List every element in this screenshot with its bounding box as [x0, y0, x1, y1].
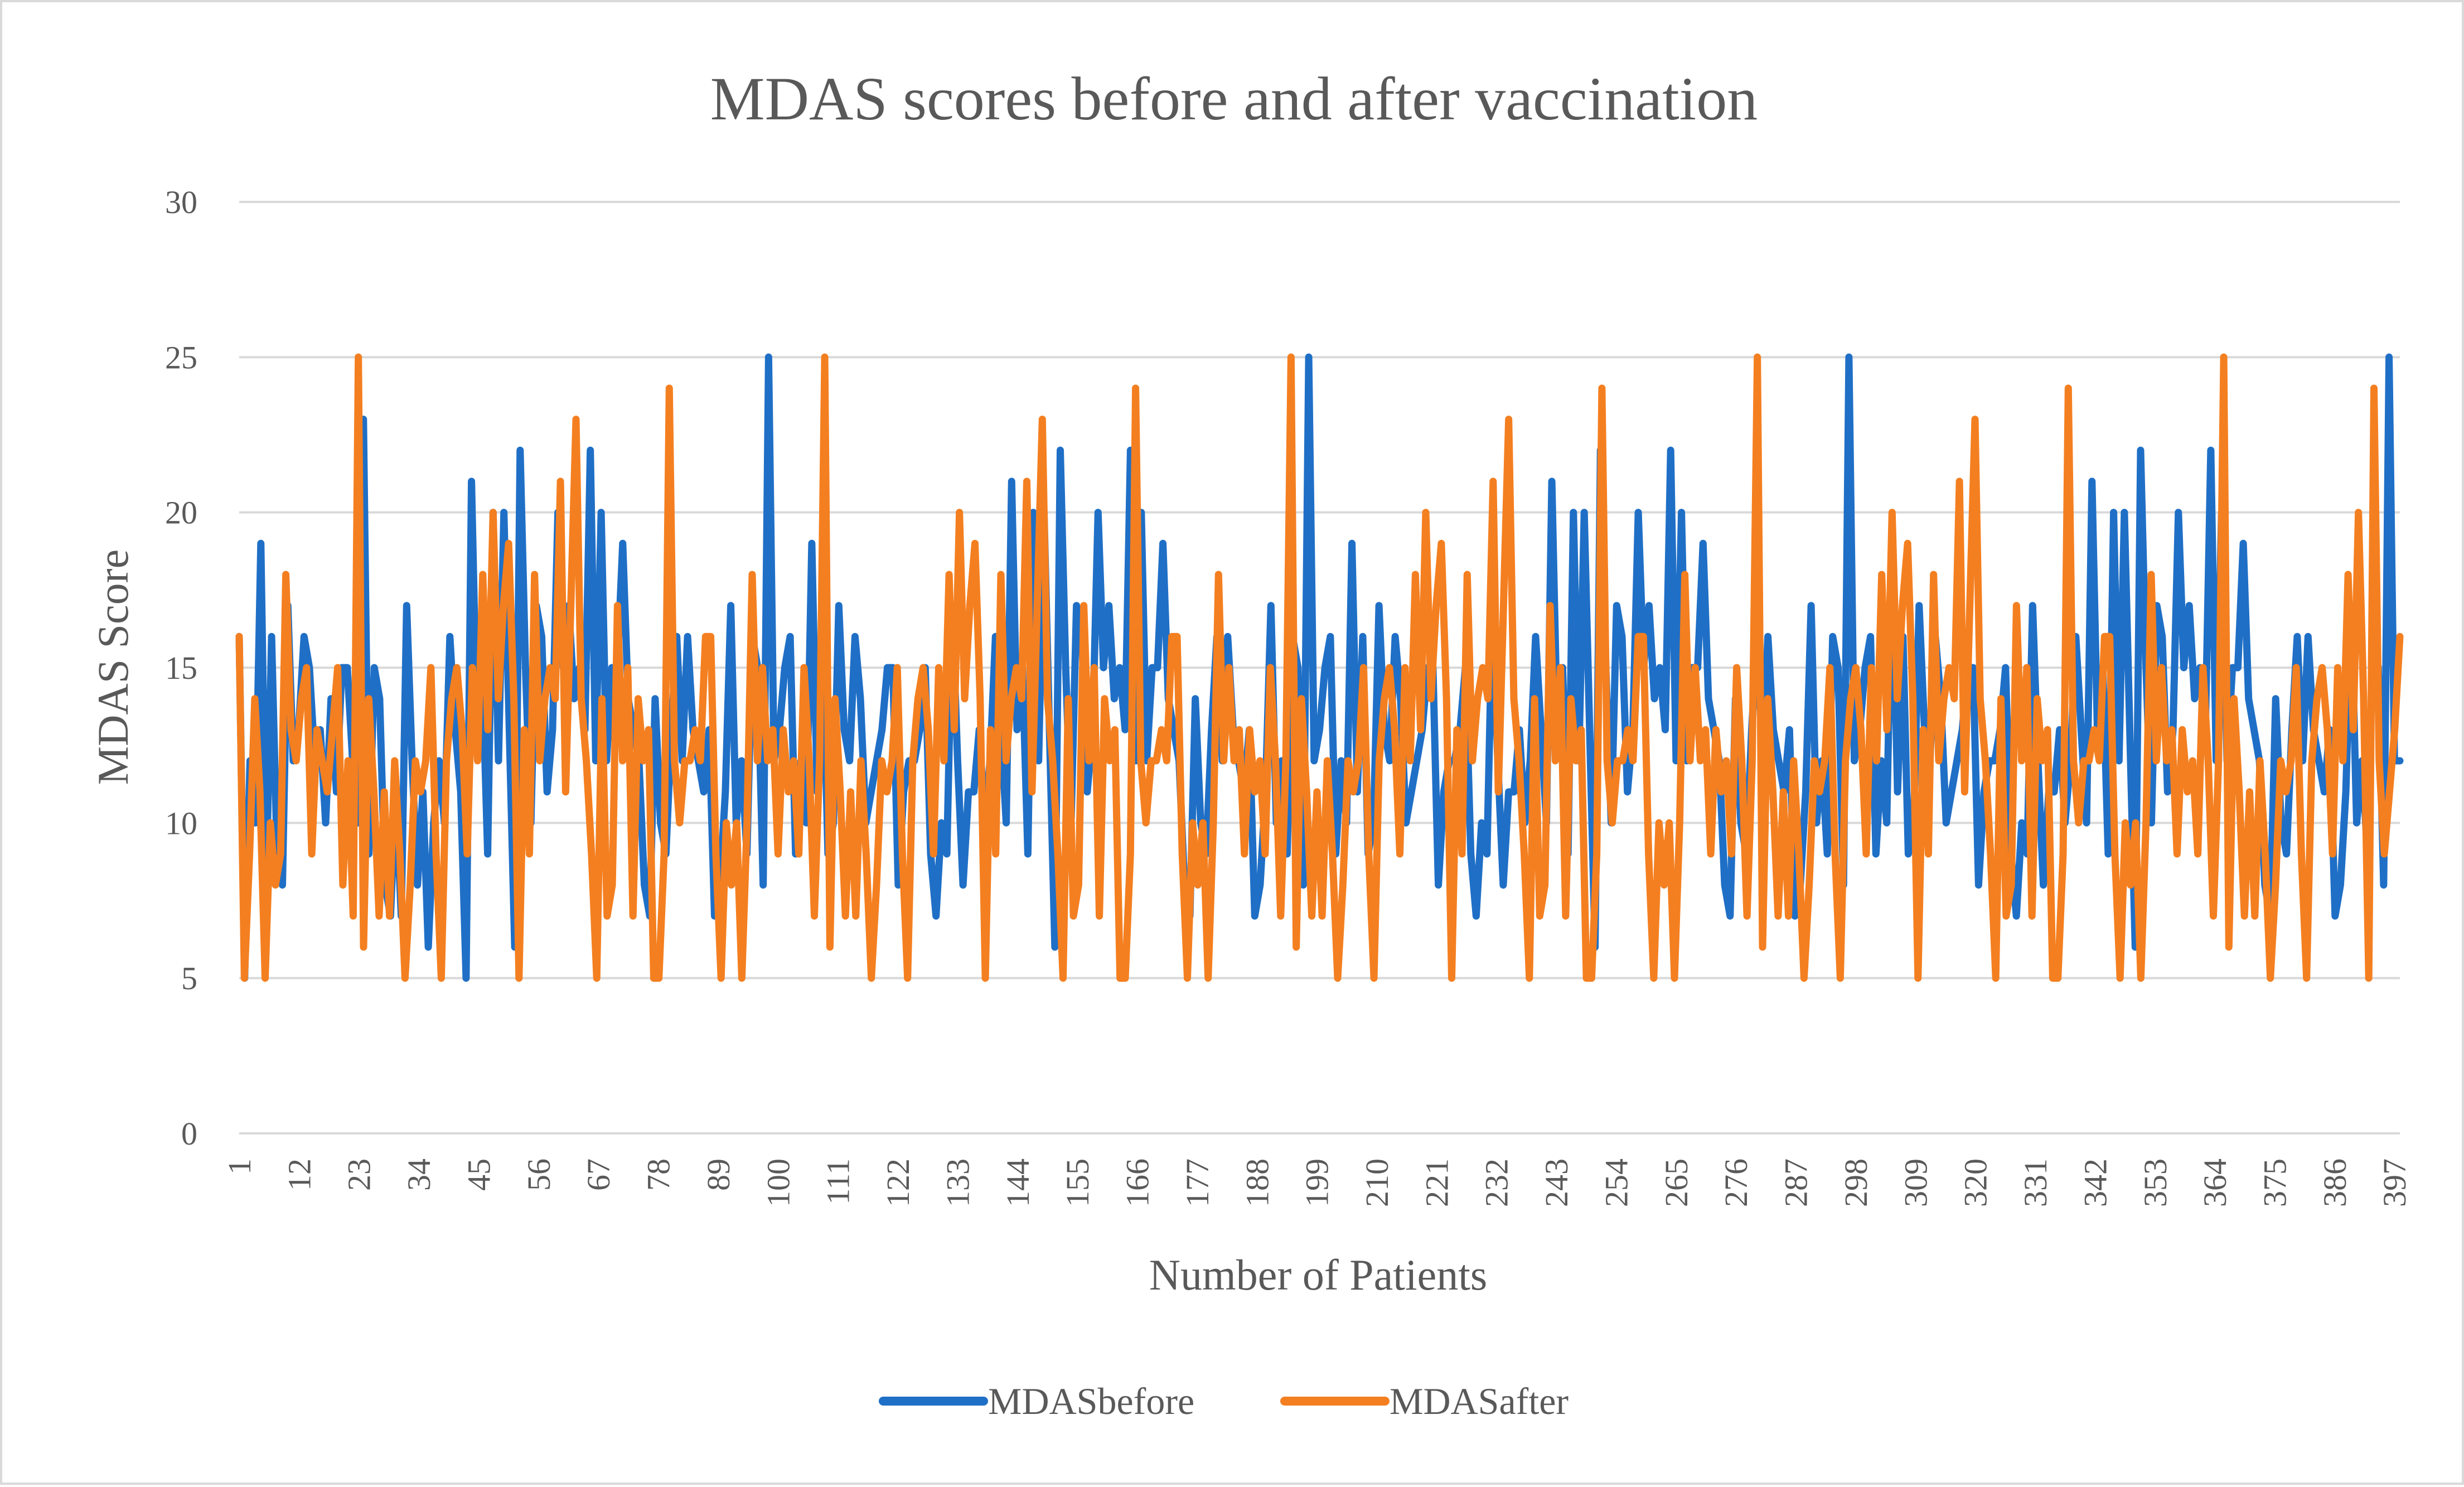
x-tick-label: 353 [2137, 1158, 2173, 1207]
legend: MDASbefore MDASafter [879, 1380, 1569, 1422]
x-tick-label: 177 [1179, 1158, 1216, 1207]
x-tick-label: 331 [2017, 1158, 2054, 1207]
x-tick-label: 243 [1538, 1158, 1575, 1207]
y-axis-ticks: 0 5 10 15 20 25 30 [165, 184, 197, 1152]
x-tick-label: 309 [1897, 1158, 1934, 1207]
x-tick-label: 133 [940, 1158, 976, 1207]
x-tick-label: 67 [580, 1158, 617, 1191]
x-tick-label: 276 [1718, 1158, 1754, 1207]
x-tick-label: 100 [760, 1158, 796, 1207]
x-tick-label: 364 [2197, 1158, 2233, 1207]
series-line-MDASafter [235, 353, 2404, 982]
x-tick-label: 375 [2257, 1158, 2293, 1207]
x-tick-label: 56 [521, 1158, 557, 1191]
x-tick-label: 254 [1598, 1158, 1634, 1207]
x-tick-label: 78 [641, 1158, 677, 1191]
x-axis-title: Number of Patients [1149, 1251, 1488, 1299]
y-tick-label: 30 [165, 184, 197, 220]
x-tick-label: 199 [1299, 1158, 1335, 1207]
x-tick-label: 23 [341, 1158, 377, 1191]
legend-label-before: MDASbefore [988, 1380, 1194, 1422]
x-tick-label: 265 [1658, 1158, 1695, 1207]
x-tick-label: 210 [1359, 1158, 1395, 1207]
x-tick-label: 144 [1000, 1158, 1036, 1207]
x-axis-ticks: 1 12 23 34 45 56 67 78 89 100 111 122 133 144 155 166 17… [221, 1158, 2413, 1207]
y-tick-label: 15 [165, 650, 197, 686]
x-tick-label: 155 [1059, 1158, 1096, 1207]
legend-label-after: MDASafter [1390, 1380, 1569, 1422]
x-tick-label: 12 [281, 1158, 317, 1191]
x-tick-label: 188 [1239, 1158, 1275, 1207]
y-tick-label: 10 [165, 805, 197, 841]
x-tick-label: 320 [1958, 1158, 1994, 1207]
x-tick-label: 232 [1479, 1158, 1515, 1207]
x-tick-label: 287 [1778, 1158, 1814, 1207]
x-tick-label: 342 [2077, 1158, 2113, 1207]
series-line-MDASbefore [235, 353, 2404, 982]
x-tick-label: 111 [820, 1158, 856, 1205]
x-tick-label: 166 [1120, 1158, 1156, 1207]
x-tick-label: 298 [1838, 1158, 1874, 1207]
y-axis-title: MDAS Score [89, 549, 137, 785]
y-tick-label: 5 [181, 960, 197, 997]
x-tick-label: 1 [221, 1158, 258, 1175]
series-lines [235, 353, 2404, 982]
x-tick-label: 45 [461, 1158, 497, 1191]
y-tick-label: 0 [181, 1116, 197, 1152]
chart-title: MDAS scores before and after vaccination [710, 65, 1758, 133]
y-tick-label: 20 [165, 495, 197, 531]
x-tick-label: 386 [2317, 1158, 2353, 1207]
x-tick-label: 397 [2376, 1158, 2413, 1207]
y-tick-label: 25 [165, 339, 197, 375]
x-tick-label: 89 [700, 1158, 737, 1191]
x-tick-label: 221 [1419, 1158, 1455, 1207]
x-tick-label: 122 [880, 1158, 916, 1207]
x-tick-label: 34 [401, 1158, 437, 1191]
